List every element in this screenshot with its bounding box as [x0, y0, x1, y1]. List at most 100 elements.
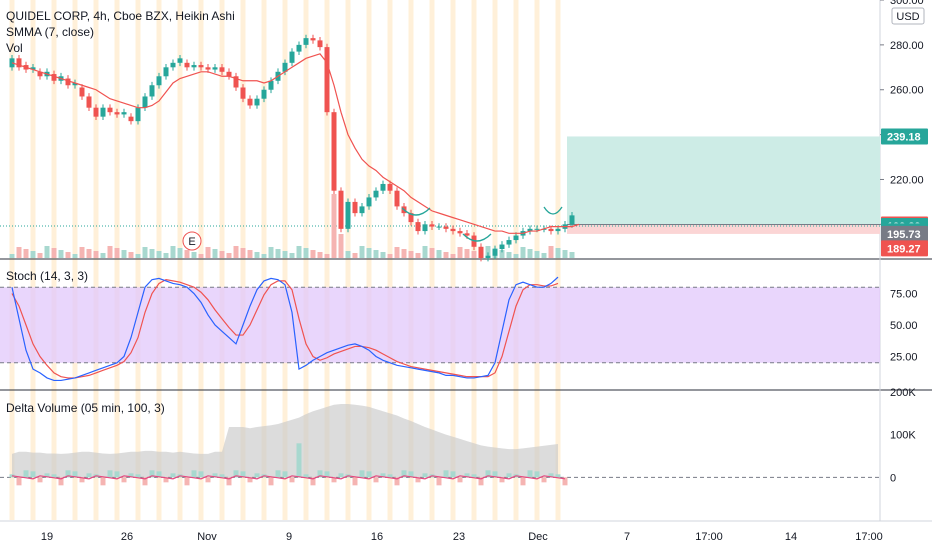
- candle[interactable]: [107, 107, 113, 113]
- candle[interactable]: [352, 201, 358, 214]
- candle[interactable]: [233, 76, 239, 88]
- candle[interactable]: [373, 190, 379, 198]
- candle[interactable]: [303, 38, 309, 45]
- delta-bar: [198, 471, 204, 478]
- drawing-arc[interactable]: [401, 207, 431, 216]
- candle[interactable]: [415, 222, 421, 232]
- candle[interactable]: [72, 83, 78, 86]
- candle[interactable]: [331, 112, 337, 191]
- candle[interactable]: [282, 62, 288, 72]
- candle[interactable]: [436, 226, 442, 228]
- candle[interactable]: [450, 228, 456, 232]
- session-stripe: [513, 0, 519, 520]
- candle[interactable]: [16, 58, 22, 68]
- stoch-legend[interactable]: Stoch (14, 3, 3): [6, 269, 89, 283]
- candle[interactable]: [205, 67, 211, 70]
- candle[interactable]: [338, 190, 344, 229]
- volume-bar: [324, 254, 330, 258]
- volume-bar: [569, 252, 575, 258]
- candle[interactable]: [478, 246, 484, 258]
- candle[interactable]: [170, 62, 176, 68]
- candle[interactable]: [534, 228, 540, 230]
- earnings-marker[interactable]: [182, 231, 202, 251]
- candle[interactable]: [51, 74, 57, 81]
- delta-bar: [156, 471, 162, 478]
- currency-button[interactable]: USD: [891, 7, 925, 25]
- candle[interactable]: [247, 98, 253, 106]
- candle[interactable]: [422, 224, 428, 232]
- candle[interactable]: [114, 112, 120, 115]
- candle[interactable]: [394, 190, 400, 207]
- candle[interactable]: [506, 240, 512, 245]
- delta-bar: [205, 477, 211, 483]
- profit-zone[interactable]: [567, 136, 880, 225]
- candle[interactable]: [261, 89, 267, 99]
- currency-box[interactable]: [891, 7, 925, 25]
- candle[interactable]: [429, 224, 435, 227]
- candle[interactable]: [142, 96, 148, 108]
- delta-bar: [366, 471, 372, 478]
- candle[interactable]: [121, 112, 127, 115]
- candle[interactable]: [569, 215, 575, 225]
- candle[interactable]: [366, 197, 372, 207]
- candle[interactable]: [156, 76, 162, 86]
- candle[interactable]: [485, 255, 491, 258]
- candle[interactable]: [191, 65, 197, 68]
- candle[interactable]: [212, 67, 218, 70]
- candle[interactable]: [296, 44, 302, 52]
- delta-bar: [86, 473, 92, 478]
- candle[interactable]: [100, 107, 106, 117]
- candle[interactable]: [555, 228, 561, 232]
- candle[interactable]: [408, 213, 414, 223]
- candle[interactable]: [268, 80, 274, 90]
- candle[interactable]: [345, 201, 351, 229]
- delta-bar: [527, 470, 533, 478]
- candle[interactable]: [65, 78, 71, 86]
- symbol-title[interactable]: QUIDEL CORP, 4h, Cboe BZX, Heikin Ashi: [6, 9, 235, 23]
- smma-legend[interactable]: SMMA (7, close): [6, 25, 95, 39]
- candle[interactable]: [499, 244, 505, 250]
- candle[interactable]: [324, 47, 330, 113]
- candle[interactable]: [177, 58, 183, 63]
- candle[interactable]: [219, 67, 225, 72]
- drawing-arc[interactable]: [462, 233, 492, 242]
- candle[interactable]: [30, 67, 36, 70]
- candle[interactable]: [226, 71, 232, 77]
- candle[interactable]: [513, 235, 519, 241]
- candle[interactable]: [254, 98, 260, 106]
- candle[interactable]: [310, 38, 316, 41]
- candle[interactable]: [93, 107, 99, 117]
- candle[interactable]: [387, 183, 393, 191]
- candle[interactable]: [443, 226, 449, 229]
- candle[interactable]: [37, 71, 43, 77]
- candle[interactable]: [527, 228, 533, 232]
- volume-bar: [296, 246, 302, 258]
- candle[interactable]: [457, 231, 463, 234]
- candle[interactable]: [492, 249, 498, 256]
- candle[interactable]: [289, 51, 295, 63]
- candle[interactable]: [464, 233, 470, 236]
- candle[interactable]: [79, 87, 85, 97]
- candle[interactable]: [317, 40, 323, 48]
- delta-legend[interactable]: Delta Volume (05 min, 100, 3): [6, 401, 165, 415]
- candle[interactable]: [548, 228, 554, 232]
- vol-legend[interactable]: Vol: [6, 41, 23, 55]
- delta-bar: [16, 477, 22, 486]
- stoch-band: [0, 287, 880, 363]
- candle[interactable]: [149, 85, 155, 97]
- candle[interactable]: [163, 67, 169, 77]
- candle[interactable]: [359, 206, 365, 214]
- candle[interactable]: [380, 183, 386, 191]
- loss-zone[interactable]: [567, 224, 880, 234]
- delta-bar: [373, 477, 379, 483]
- candle[interactable]: [128, 116, 134, 122]
- candle[interactable]: [198, 65, 204, 68]
- candle[interactable]: [135, 107, 141, 122]
- candle[interactable]: [184, 62, 190, 68]
- candle[interactable]: [86, 96, 92, 108]
- volume-bar: [240, 248, 246, 258]
- volume-bar: [16, 247, 22, 258]
- candle[interactable]: [240, 87, 246, 99]
- drawing-arc[interactable]: [543, 206, 563, 215]
